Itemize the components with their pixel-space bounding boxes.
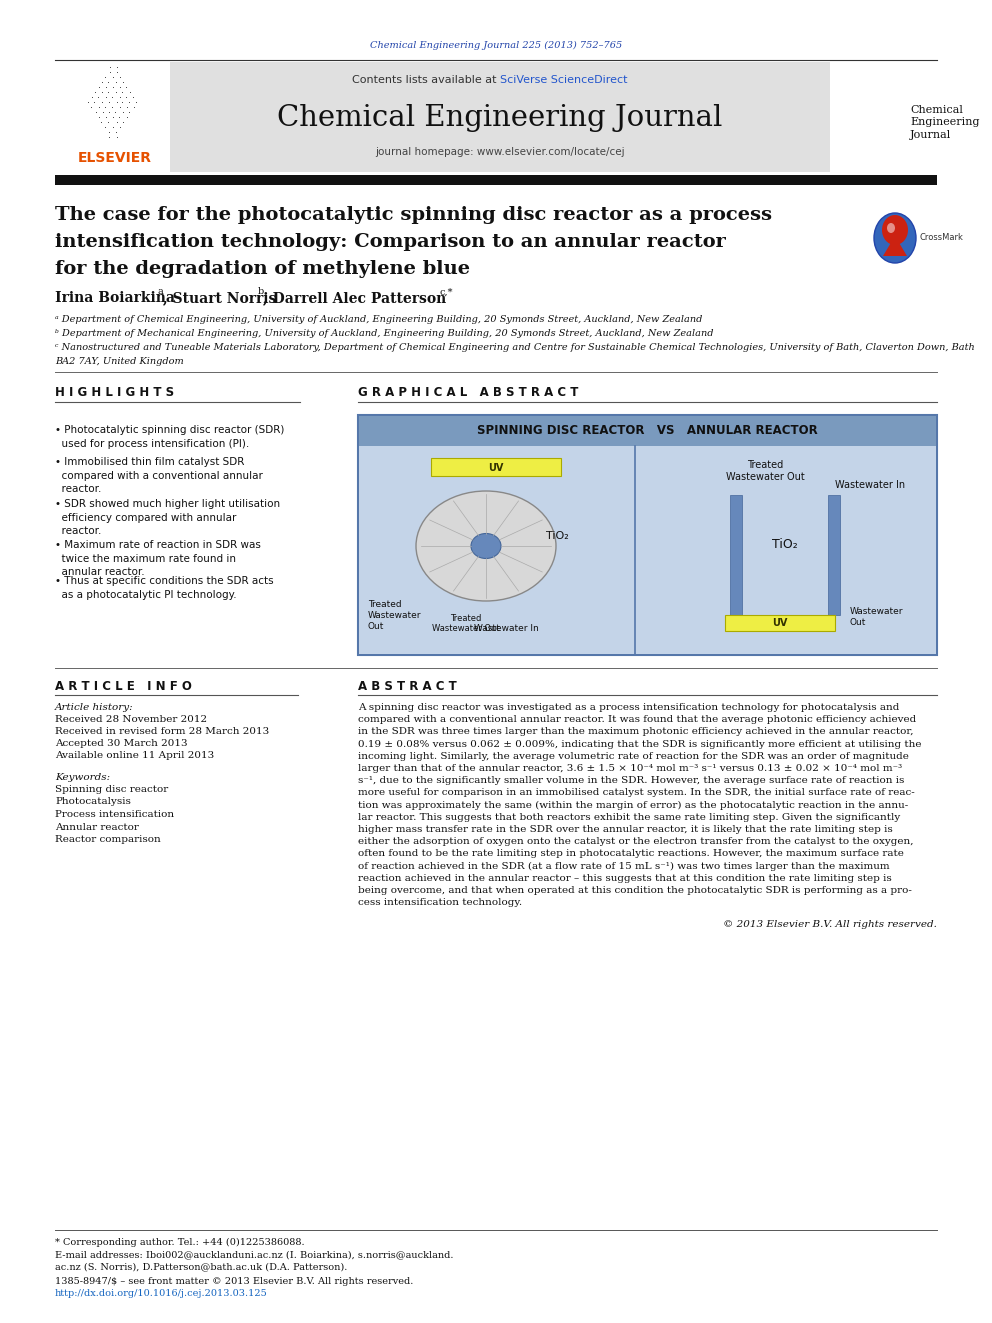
Bar [55,62,169,172]
Text: • Thus at specific conditions the SDR acts
  as a photocatalytic PI technology.: • Thus at specific conditions the SDR ac… [55,576,274,599]
Text: Wastewater In: Wastewater In [835,480,905,490]
Text: E-mail addresses: Iboi002@aucklanduni.ac.nz (I. Boiarkina), s.norris@auckland.: E-mail addresses: Iboi002@aucklanduni.ac… [55,1250,453,1259]
Text: UV: UV [773,618,788,628]
Text: Annular reactor: Annular reactor [55,823,139,831]
Text: Process intensification: Process intensification [55,810,175,819]
Text: Treated
Wastewater
Out: Treated Wastewater Out [368,601,422,631]
Bar [55,175,937,185]
Text: TiO₂: TiO₂ [546,531,568,541]
Text: Wastewater
Out: Wastewater Out [850,607,904,627]
Text: journal homepage: www.elsevier.com/locate/cej: journal homepage: www.elsevier.com/locat… [375,147,625,157]
Text: A B S T R A C T: A B S T R A C T [358,680,456,692]
Text: Irina Boiarkina: Irina Boiarkina [55,291,175,306]
Text: b: b [258,287,264,296]
Text: SciVerse ScienceDirect: SciVerse ScienceDirect [500,75,628,85]
Ellipse shape [416,491,556,601]
Bar [359,415,936,446]
Polygon shape [883,235,907,255]
Text: in the SDR was three times larger than the maximum photonic efficiency achieved : in the SDR was three times larger than t… [358,728,914,737]
Text: more useful for comparison in an immobilised catalyst system. In the SDR, the in: more useful for comparison in an immobil… [358,789,915,798]
Bar [828,495,840,615]
Text: Photocatalysis: Photocatalysis [55,798,131,807]
Text: 🌳: 🌳 [100,75,124,114]
Text: TiO₂: TiO₂ [772,538,798,552]
Text: , Darrell Alec Patterson: , Darrell Alec Patterson [263,291,446,306]
Text: Received 28 November 2012: Received 28 November 2012 [55,714,207,724]
Text: Treated
Wastewater Out: Treated Wastewater Out [433,614,500,632]
Text: Received in revised form 28 March 2013: Received in revised form 28 March 2013 [55,728,269,736]
Text: * Corresponding author. Tel.: +44 (0)1225386088.: * Corresponding author. Tel.: +44 (0)122… [55,1238,305,1248]
Ellipse shape [471,533,501,558]
Ellipse shape [882,216,908,245]
Bar [62,64,170,146]
Text: SPINNING DISC REACTOR   VS   ANNULAR REACTOR: SPINNING DISC REACTOR VS ANNULAR REACTOR [477,425,817,438]
Bar [431,458,561,476]
Text: of reaction achieved in the SDR (at a flow rate of 15 mL s⁻¹) was two times larg: of reaction achieved in the SDR (at a fl… [358,861,890,871]
Text: G R A P H I C A L   A B S T R A C T: G R A P H I C A L A B S T R A C T [358,385,578,398]
Text: http://dx.doi.org/10.1016/j.cej.2013.03.125: http://dx.doi.org/10.1016/j.cej.2013.03.… [55,1289,268,1298]
Text: larger than that of the annular reactor, 3.6 ± 1.5 × 10⁻⁴ mol m⁻³ s⁻¹ versus 0.1: larger than that of the annular reactor,… [358,763,902,773]
Text: being overcome, and that when operated at this condition the photocatalytic SDR : being overcome, and that when operated a… [358,886,912,894]
Text: The case for the photocatalytic spinning disc reactor as a process: The case for the photocatalytic spinning… [55,206,772,224]
Text: A R T I C L E   I N F O: A R T I C L E I N F O [55,680,191,692]
Text: ac.nz (S. Norris), D.Patterson@bath.ac.uk (D.A. Patterson).: ac.nz (S. Norris), D.Patterson@bath.ac.u… [55,1262,347,1271]
Text: lar reactor. This suggests that both reactors exhibit the same rate limiting ste: lar reactor. This suggests that both rea… [358,812,901,822]
Ellipse shape [887,224,895,233]
Text: Contents lists available at: Contents lists available at [352,75,500,85]
Bar [170,62,830,172]
Text: ELSEVIER: ELSEVIER [78,151,152,165]
Text: higher mass transfer rate in the SDR over the annular reactor, it is likely that: higher mass transfer rate in the SDR ove… [358,826,893,833]
Ellipse shape [874,213,916,263]
Text: • Photocatalytic spinning disc reactor (SDR)
  used for process intensification : • Photocatalytic spinning disc reactor (… [55,425,285,448]
Text: Chemical
Engineering
Journal: Chemical Engineering Journal [910,105,979,140]
Text: a: a [158,287,164,296]
Text: c,*: c,* [440,287,453,296]
Text: Chemical Engineering Journal: Chemical Engineering Journal [278,105,723,132]
Text: for the degradation of methylene blue: for the degradation of methylene blue [55,261,470,278]
Text: compared with a conventional annular reactor. It was found that the average phot: compared with a conventional annular rea… [358,716,917,724]
Text: Available online 11 April 2013: Available online 11 April 2013 [55,751,214,759]
Text: often found to be the rate limiting step in photocatalytic reactions. However, t: often found to be the rate limiting step… [358,849,904,859]
Text: A spinning disc reactor was investigated as a process intensification technology: A spinning disc reactor was investigated… [358,703,900,712]
Text: reaction achieved in the annular reactor – this suggests that at this condition : reaction achieved in the annular reactor… [358,873,892,882]
Text: s⁻¹, due to the significantly smaller volume in the SDR. However, the average su: s⁻¹, due to the significantly smaller vo… [358,777,905,785]
Text: Spinning disc reactor: Spinning disc reactor [55,785,169,794]
Bar [636,446,936,654]
Text: Reactor comparison: Reactor comparison [55,835,161,844]
Text: Wastewater In: Wastewater In [473,624,539,632]
Text: tion was approximately the same (within the margin of error) as the photocatalyt: tion was approximately the same (within … [358,800,909,810]
Text: 0.19 ± 0.08% versus 0.062 ± 0.009%, indicating that the SDR is significantly mor: 0.19 ± 0.08% versus 0.062 ± 0.009%, indi… [358,740,922,749]
Bar [725,615,835,631]
Text: ᶜ Nanostructured and Tuneable Materials Laboratory, Department of Chemical Engin: ᶜ Nanostructured and Tuneable Materials … [55,343,975,352]
Text: Treated
Wastewater Out: Treated Wastewater Out [725,460,805,483]
Text: • Maximum rate of reaction in SDR was
  twice the maximum rate found in
  annula: • Maximum rate of reaction in SDR was tw… [55,540,261,577]
Bar [730,495,742,615]
Text: Accepted 30 March 2013: Accepted 30 March 2013 [55,740,187,747]
Text: H I G H L I G H T S: H I G H L I G H T S [55,385,175,398]
Text: © 2013 Elsevier B.V. All rights reserved.: © 2013 Elsevier B.V. All rights reserved… [723,921,937,929]
Text: UV: UV [488,463,504,474]
Text: Keywords:: Keywords: [55,773,110,782]
Text: Chemical Engineering Journal 225 (2013) 752–765: Chemical Engineering Journal 225 (2013) … [370,41,622,49]
Text: CrossMark: CrossMark [919,233,963,242]
Text: Article history:: Article history: [55,703,134,712]
Text: , Stuart Norris: , Stuart Norris [163,291,277,306]
Text: • Immobilised thin film catalyst SDR
  compared with a conventional annular
  re: • Immobilised thin film catalyst SDR com… [55,456,263,495]
Bar [358,415,937,655]
Text: cess intensification technology.: cess intensification technology. [358,898,522,908]
Text: BA2 7AY, United Kingdom: BA2 7AY, United Kingdom [55,357,184,366]
Text: ᵇ Department of Mechanical Engineering, University of Auckland, Engineering Buil: ᵇ Department of Mechanical Engineering, … [55,329,713,337]
Bar [359,446,634,654]
Text: ᵃ Department of Chemical Engineering, University of Auckland, Engineering Buildi: ᵃ Department of Chemical Engineering, Un… [55,315,702,324]
Text: incoming light. Similarly, the average volumetric rate of reaction for the SDR w: incoming light. Similarly, the average v… [358,751,909,761]
Text: either the adsorption of oxygen onto the catalyst or the electron transfer from : either the adsorption of oxygen onto the… [358,837,914,847]
Text: • SDR showed much higher light utilisation
  efficiency compared with annular
  : • SDR showed much higher light utilisati… [55,499,280,536]
Text: intensification technology: Comparison to an annular reactor: intensification technology: Comparison t… [55,233,726,251]
Text: 1385-8947/$ – see front matter © 2013 Elsevier B.V. All rights reserved.: 1385-8947/$ – see front matter © 2013 El… [55,1277,414,1286]
